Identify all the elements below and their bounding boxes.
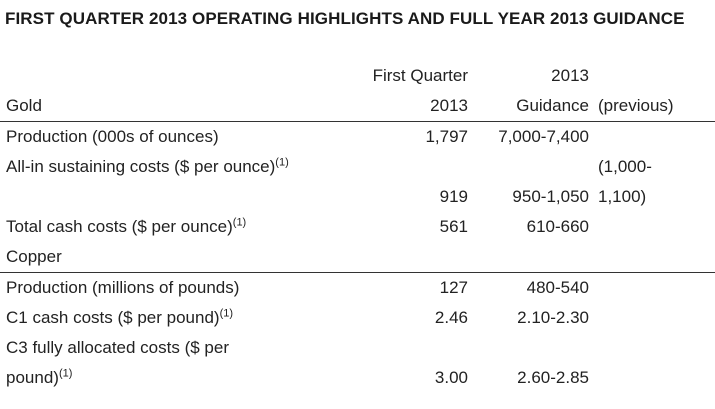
header-2013-quarter: 2013 [341, 91, 468, 122]
row-guidance-value: 2.60-2.85 [517, 368, 589, 387]
row-q1-value: 1,797 [425, 127, 468, 146]
row-q1-value: 127 [341, 272, 468, 303]
footnote-marker: (1) [219, 307, 234, 320]
row-label: Total cash costs ($ per ounce)(1) [6, 216, 247, 236]
table-row: C3 fully allocated costs ($ per pound)(1)… [0, 333, 715, 393]
header-first-quarter: First Quarter [372, 66, 468, 85]
row-label: C1 cash costs ($ per pound)(1) [6, 307, 234, 327]
header-gold: Gold [0, 91, 341, 122]
footnote-marker: (1) [275, 156, 289, 169]
table-header-row-top: First Quarter 2013 [0, 61, 715, 91]
row-guidance-value: 480-540 [468, 272, 589, 303]
row-guidance-value: 610-660 [526, 217, 589, 236]
footnote-marker: (1) [58, 367, 73, 380]
row-label: C3 fully allocated costs ($ per pound)(1) [6, 338, 229, 387]
row-q1-value: 919 [439, 187, 468, 206]
row-q1-value: 2.46 [434, 308, 468, 327]
section-label-copper: Copper [6, 247, 62, 266]
row-guidance-value: 950-1,050 [512, 187, 589, 206]
table-row: Production (millions of pounds) 127 480-… [0, 272, 715, 303]
section-row-copper: Copper [0, 242, 715, 273]
highlights-table: First Quarter 2013 Gold 2013 Guidance (p… [0, 61, 715, 393]
header-previous: (previous) [589, 91, 715, 122]
row-q1-value: 3.00 [434, 368, 468, 387]
row-q1-value: 561 [439, 217, 468, 236]
table-row: Production (000s of ounces) 1,797 7,000-… [0, 122, 715, 153]
table-header-row-bottom: Gold 2013 Guidance (previous) [0, 91, 715, 122]
row-previous-value: (1,000- 1,100) [598, 157, 652, 206]
table-row: C1 cash costs ($ per pound)(1) 2.46 2.10… [0, 303, 715, 333]
header-guidance: Guidance [468, 91, 589, 122]
table-row: Total cash costs ($ per ounce)(1) 561 61… [0, 212, 715, 242]
row-guidance-value: 7,000-7,400 [498, 127, 589, 146]
row-label: All-in sustaining costs ($ per ounce)(1) [6, 156, 289, 176]
footnote-marker: (1) [232, 216, 247, 229]
row-label: Production (000s of ounces) [6, 127, 219, 146]
table-row: All-in sustaining costs ($ per ounce)(1)… [0, 152, 715, 212]
row-label: Production (millions of pounds) [0, 272, 341, 303]
header-2013: 2013 [551, 66, 589, 85]
page-title: FIRST QUARTER 2013 OPERATING HIGHLIGHTS … [5, 9, 685, 28]
row-guidance-value: 2.10-2.30 [517, 308, 589, 327]
